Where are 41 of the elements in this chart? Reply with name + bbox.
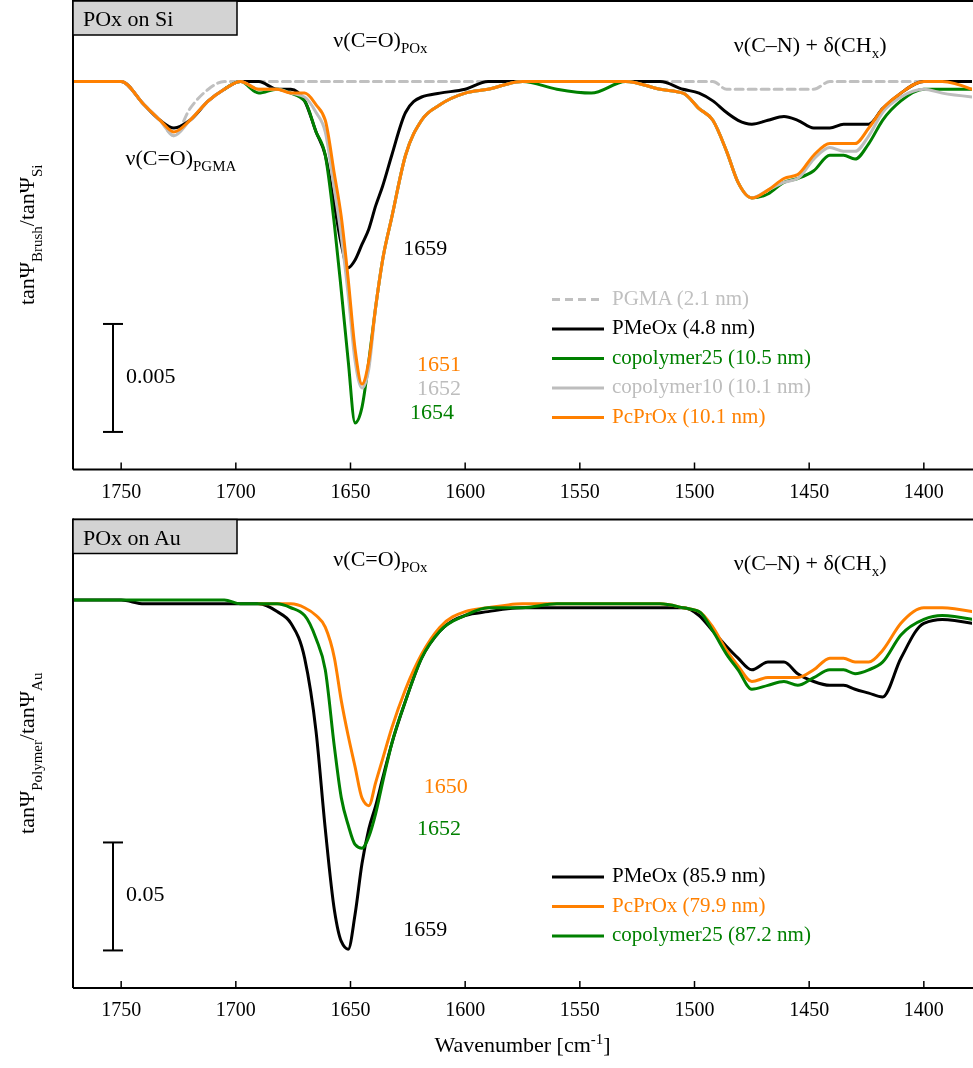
- x-tick-label: 1700: [215, 998, 256, 1020]
- annotation: 0.005: [126, 362, 176, 388]
- annotation: 1651: [416, 351, 461, 377]
- x-tick-label: 1450: [789, 998, 830, 1020]
- x-tick-label: 1550: [559, 998, 600, 1020]
- annotation: 1659: [403, 916, 448, 942]
- legend-label: copolymer25 (87.2 nm): [612, 921, 811, 946]
- text: ν(C–N) + δ(CH$_{x}$): [733, 32, 887, 62]
- annotation: ν(C=O)$_{PGMA}$: [125, 144, 237, 175]
- annotation: 0.05: [126, 881, 165, 907]
- legend-label: PMeOx (85.9 nm): [612, 862, 766, 887]
- x-tick-label: 1400: [903, 479, 944, 502]
- text: ν(C–N) + δ(CH$_{x}$): [733, 550, 887, 580]
- text: ν(C=O)$_{POx}$: [333, 545, 429, 576]
- x-tick-label: 1400: [903, 998, 944, 1020]
- x-tick-label: 1650: [330, 998, 371, 1020]
- x-tick-label: 1600: [445, 998, 486, 1020]
- annotation: 1654: [410, 399, 455, 425]
- x-tick-label: 1550: [559, 479, 600, 502]
- legend-label: PcPrOx (10.1 nm): [612, 403, 766, 428]
- x-axis-title: Wavenumber [cm$^{-1}$]: [434, 1031, 611, 1057]
- annotation: 1650: [423, 772, 468, 798]
- annotation: 1652: [416, 375, 461, 401]
- x-tick-label: 1700: [215, 479, 256, 502]
- legend-label: copolymer25 (10.5 nm): [612, 344, 811, 369]
- x-tick-label: 1500: [674, 998, 715, 1020]
- x-tick-label: 1750: [101, 998, 142, 1020]
- legend-label: PcPrOx (79.9 nm): [612, 892, 766, 917]
- chart-title: POx on Au: [83, 524, 181, 550]
- x-tick-label: 1650: [330, 479, 371, 502]
- legend-label: copolymer10 (10.1 nm): [612, 373, 811, 398]
- text: ν(C=O)$_{POx}$: [333, 27, 429, 57]
- x-tick-label: 1750: [101, 479, 142, 502]
- legend-label: PMeOx (4.8 nm): [612, 314, 755, 339]
- chart-title: POx on Si: [83, 6, 174, 31]
- x-tick-label: 1600: [445, 479, 486, 502]
- annotation: 1659: [403, 234, 448, 260]
- legend-label: PGMA (2.1 nm): [612, 285, 750, 310]
- annotation: 1652: [416, 815, 461, 841]
- x-tick-label: 1500: [674, 479, 715, 502]
- x-tick-label: 1450: [789, 479, 830, 502]
